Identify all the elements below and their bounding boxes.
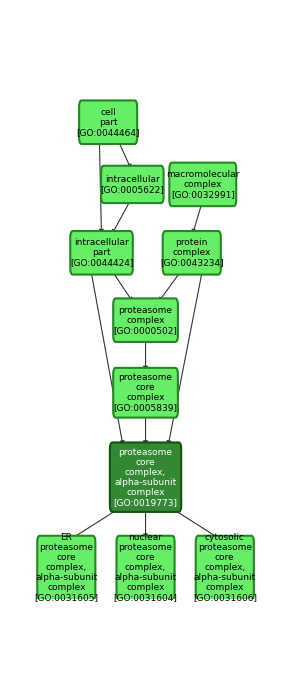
Text: ER
proteasome
core
complex,
alpha-subunit
complex
[GO:0031605]: ER proteasome core complex, alpha-subuni… [34, 533, 98, 602]
Text: proteasome
complex
[GO:0000502]: proteasome complex [GO:0000502] [114, 306, 178, 334]
Text: cytosolic
proteasome
core
complex,
alpha-subunit
complex
[GO:0031606]: cytosolic proteasome core complex, alpha… [193, 533, 257, 602]
Text: proteasome
core
complex
[GO:0005839]: proteasome core complex [GO:0005839] [114, 373, 178, 413]
FancyBboxPatch shape [116, 536, 175, 600]
FancyBboxPatch shape [37, 536, 95, 600]
FancyBboxPatch shape [110, 442, 181, 512]
FancyBboxPatch shape [70, 231, 133, 275]
Text: proteasome
core
complex,
alpha-subunit
complex
[GO:0019773]: proteasome core complex, alpha-subunit c… [114, 448, 178, 507]
FancyBboxPatch shape [79, 100, 137, 144]
FancyBboxPatch shape [113, 368, 178, 417]
Text: intracellular
part
[GO:0044424]: intracellular part [GO:0044424] [70, 238, 133, 267]
FancyBboxPatch shape [113, 298, 178, 342]
Text: macromolecular
complex
[GO:0032991]: macromolecular complex [GO:0032991] [166, 170, 239, 199]
FancyBboxPatch shape [101, 166, 164, 203]
Text: nuclear
proteasome
core
complex,
alpha-subunit
complex
[GO:0031604]: nuclear proteasome core complex, alpha-s… [114, 533, 178, 602]
FancyBboxPatch shape [169, 163, 236, 206]
Text: intracellular
[GO:0005622]: intracellular [GO:0005622] [101, 175, 164, 194]
Text: cell
part
[GO:0044464]: cell part [GO:0044464] [76, 108, 140, 137]
Text: protein
complex
[GO:0043234]: protein complex [GO:0043234] [160, 238, 224, 267]
FancyBboxPatch shape [196, 536, 254, 600]
FancyBboxPatch shape [163, 231, 221, 275]
